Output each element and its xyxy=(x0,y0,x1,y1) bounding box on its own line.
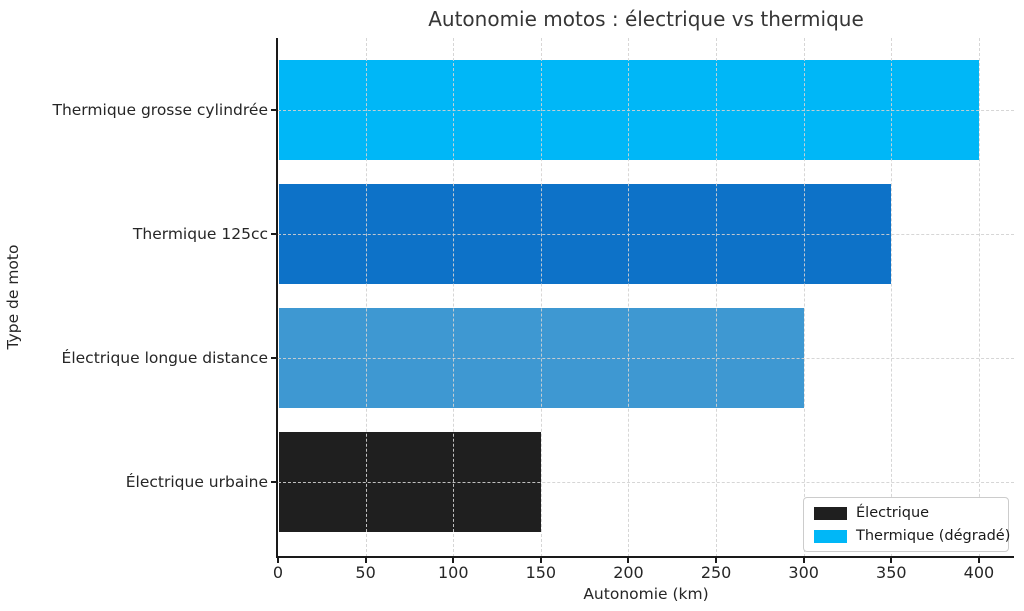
y-tick-label: Thermique 125cc xyxy=(132,225,268,243)
x-gridline xyxy=(453,38,455,557)
y-tick-mark xyxy=(271,109,276,111)
y-tick-label: Thermique grosse cylindrée xyxy=(52,101,268,119)
y-gridline xyxy=(278,110,1014,111)
x-tick-label: 300 xyxy=(788,563,819,582)
y-gridline xyxy=(278,482,1014,483)
legend-swatch xyxy=(814,529,847,543)
y-gridline xyxy=(278,358,1014,359)
y-axis-title: Type de moto xyxy=(4,244,22,350)
legend-swatch xyxy=(814,506,847,520)
x-tick-label: 250 xyxy=(700,563,732,582)
x-gridline xyxy=(540,38,542,557)
x-gridline xyxy=(891,38,893,557)
y-gridline xyxy=(278,234,1014,235)
x-tick-label: 150 xyxy=(525,563,557,582)
x-axis-title: Autonomie (km) xyxy=(583,585,709,603)
x-tick-mark xyxy=(539,558,542,563)
left-spine xyxy=(276,38,278,557)
legend: Électrique Thermique (dégradé) xyxy=(803,497,1010,552)
bottom-spine xyxy=(276,556,1014,558)
x-tick-label: 50 xyxy=(355,563,376,582)
x-tick-label: 400 xyxy=(963,563,995,582)
legend-label: Thermique (dégradé) xyxy=(856,528,1011,544)
y-tick-label: Électrique urbaine xyxy=(125,473,268,491)
x-tick-mark xyxy=(977,558,980,563)
legend-entry: Électrique xyxy=(814,505,998,521)
x-gridline xyxy=(716,38,718,557)
x-gridline xyxy=(803,38,805,557)
y-tick-mark xyxy=(271,233,276,235)
x-gridline xyxy=(365,38,367,557)
legend-label: Électrique xyxy=(856,505,930,521)
x-tick-mark xyxy=(890,558,893,563)
x-tick-label: 200 xyxy=(613,563,644,582)
x-tick-mark xyxy=(715,558,718,563)
x-tick-label: 350 xyxy=(876,563,907,582)
x-gridline xyxy=(978,38,980,557)
x-tick-label: 100 xyxy=(437,563,469,582)
y-tick-label: Électrique longue distance xyxy=(61,349,268,367)
x-tick-label: 0 xyxy=(272,563,284,582)
x-tick-mark xyxy=(277,558,279,563)
x-tick-mark xyxy=(627,558,630,563)
x-gridline xyxy=(628,38,630,557)
chart-title: Autonomie motos : électrique vs thermiqu… xyxy=(428,7,864,31)
x-tick-mark xyxy=(802,558,805,563)
legend-entry: Thermique (dégradé) xyxy=(814,528,1010,544)
y-tick-mark xyxy=(271,357,276,359)
x-tick-mark xyxy=(364,558,367,563)
y-tick-mark xyxy=(271,481,276,483)
x-tick-mark xyxy=(452,558,455,563)
